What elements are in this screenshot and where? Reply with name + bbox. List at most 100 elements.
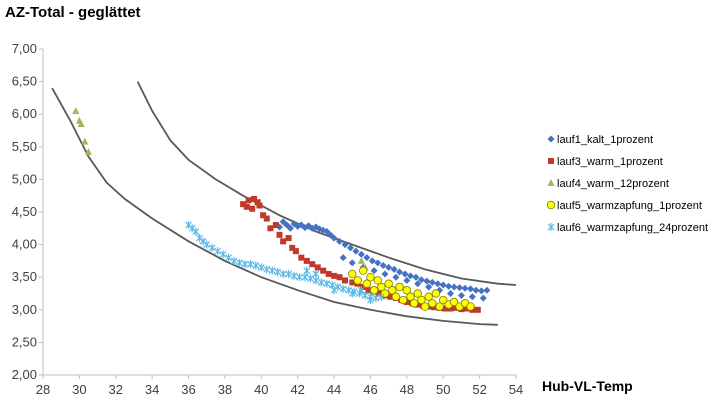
data-point bbox=[358, 266, 368, 275]
data-point bbox=[257, 263, 265, 272]
data-point bbox=[357, 256, 365, 264]
data-point bbox=[276, 231, 283, 238]
data-point bbox=[391, 292, 401, 301]
data-point bbox=[413, 289, 422, 298]
data-point bbox=[360, 283, 367, 290]
data-point bbox=[547, 135, 555, 143]
data-point bbox=[320, 267, 327, 274]
data-point bbox=[434, 280, 442, 288]
data-point bbox=[214, 247, 222, 256]
data-point bbox=[196, 234, 203, 243]
data-point bbox=[77, 119, 85, 127]
data-point bbox=[241, 260, 249, 269]
data-point bbox=[366, 273, 375, 282]
data-point bbox=[357, 250, 365, 258]
data-point bbox=[339, 284, 347, 293]
data-point bbox=[442, 305, 449, 312]
y-tick-label: 7,00 bbox=[12, 41, 37, 56]
data-point bbox=[267, 225, 274, 232]
data-point bbox=[317, 278, 325, 287]
data-point bbox=[225, 253, 232, 262]
data-point bbox=[377, 292, 385, 301]
data-point bbox=[330, 234, 338, 242]
data-point bbox=[548, 158, 554, 164]
data-point bbox=[467, 285, 475, 293]
data-point bbox=[406, 272, 414, 280]
data-point bbox=[348, 269, 357, 279]
data-point bbox=[449, 297, 459, 307]
data-point bbox=[461, 284, 469, 292]
legend: lauf1_kalt_1prozent lauf3_warm_1prozentla… bbox=[546, 134, 708, 234]
x-tick-label: 50 bbox=[436, 382, 450, 397]
data-point bbox=[423, 277, 431, 285]
x-tick-label: 54 bbox=[509, 382, 523, 397]
data-point bbox=[185, 221, 192, 230]
data-point bbox=[279, 269, 287, 278]
data-point bbox=[330, 286, 338, 295]
data-point bbox=[246, 260, 254, 269]
x-axis-label: Hub-VL-Temp bbox=[542, 378, 633, 394]
y-tick-label: 5,50 bbox=[12, 139, 37, 154]
data-point bbox=[188, 224, 196, 233]
data-point bbox=[472, 286, 480, 294]
x-tick-label: 38 bbox=[218, 382, 232, 397]
legend-label: lauf1_kalt_1prozent bbox=[557, 134, 653, 146]
data-point bbox=[420, 302, 430, 311]
data-point bbox=[466, 302, 475, 311]
data-point bbox=[392, 273, 400, 281]
data-point bbox=[406, 292, 415, 301]
data-point bbox=[439, 295, 448, 305]
legend-label: lauf3_warm_1prozent bbox=[557, 156, 663, 168]
data-point bbox=[447, 305, 454, 312]
data-point bbox=[547, 179, 555, 186]
data-point bbox=[268, 266, 276, 275]
data-point bbox=[381, 270, 389, 278]
data-point bbox=[348, 259, 356, 267]
data-point bbox=[417, 276, 425, 284]
data-point bbox=[256, 202, 263, 209]
data-point bbox=[483, 286, 491, 294]
y-tick-label: 2,00 bbox=[12, 367, 37, 382]
y-tick-label: 6,50 bbox=[12, 74, 37, 89]
data-point bbox=[385, 263, 393, 271]
data-point bbox=[280, 238, 287, 245]
data-point bbox=[285, 269, 293, 278]
data-point bbox=[84, 148, 92, 156]
data-point bbox=[370, 267, 378, 275]
x-tick-label: 46 bbox=[363, 382, 377, 397]
data-point bbox=[369, 286, 379, 295]
x-tick-label: 42 bbox=[290, 382, 304, 397]
data-point bbox=[399, 295, 408, 305]
data-point bbox=[431, 304, 438, 311]
data-point bbox=[353, 276, 362, 285]
data-point bbox=[289, 244, 296, 251]
data-point bbox=[457, 291, 465, 299]
data-point bbox=[336, 274, 343, 281]
data-point bbox=[479, 294, 487, 302]
data-point bbox=[285, 235, 292, 242]
data-point bbox=[272, 222, 279, 229]
data-point bbox=[245, 197, 252, 204]
data-point bbox=[341, 277, 348, 284]
data-point bbox=[346, 244, 354, 252]
data-point bbox=[428, 299, 437, 308]
x-tick-label: 28 bbox=[36, 382, 50, 397]
data-point bbox=[412, 273, 420, 281]
data-point bbox=[428, 278, 436, 286]
y-tick-label: 5,00 bbox=[12, 171, 37, 186]
data-point bbox=[203, 240, 211, 249]
data-point bbox=[388, 286, 397, 295]
data-point bbox=[260, 212, 267, 219]
y-tick-label: 3,50 bbox=[12, 269, 37, 284]
data-point bbox=[199, 237, 207, 246]
y-tick-label: 6,00 bbox=[12, 106, 37, 121]
data-point bbox=[401, 270, 409, 278]
y-tick-label: 2,50 bbox=[12, 334, 37, 349]
data-point bbox=[431, 289, 441, 298]
data-point bbox=[425, 283, 433, 291]
data-point bbox=[439, 281, 447, 289]
data-point bbox=[395, 282, 404, 292]
data-point bbox=[374, 259, 382, 267]
x-tick-label: 40 bbox=[254, 382, 268, 397]
y-tick-label: 3,00 bbox=[12, 302, 37, 317]
